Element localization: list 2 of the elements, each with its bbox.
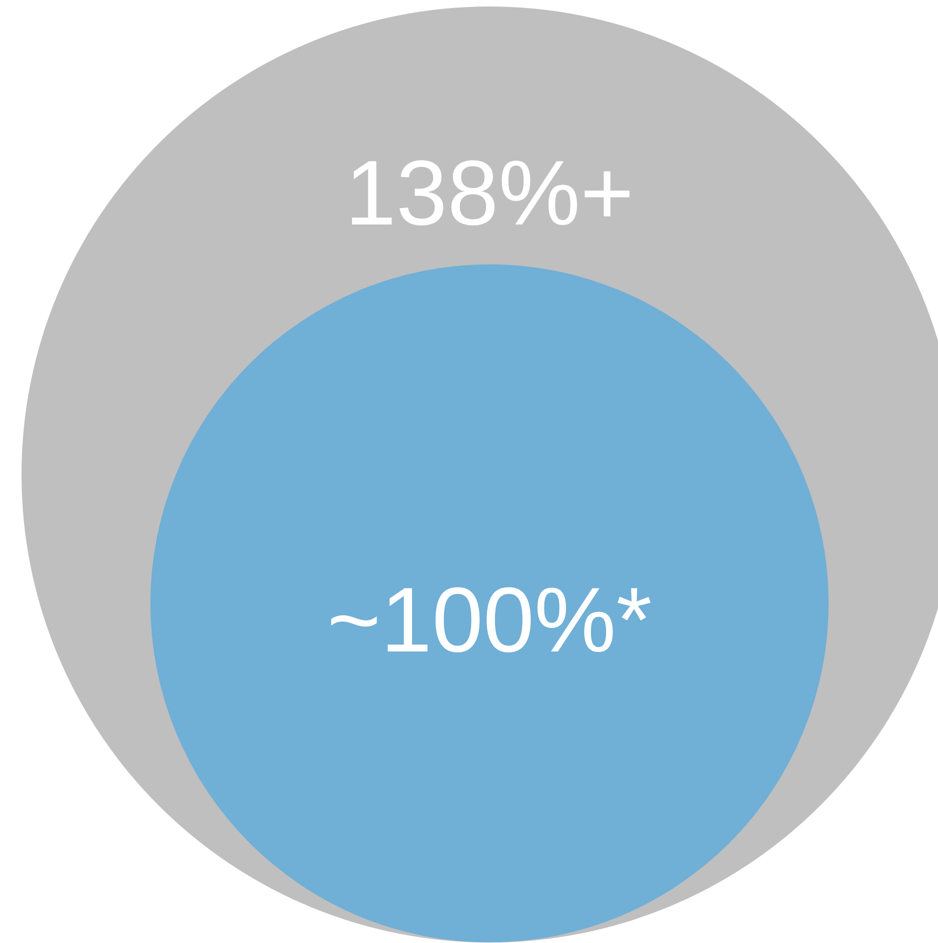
data-label: ~100%* <box>327 569 652 672</box>
data-label: 138%+ <box>344 142 634 245</box>
